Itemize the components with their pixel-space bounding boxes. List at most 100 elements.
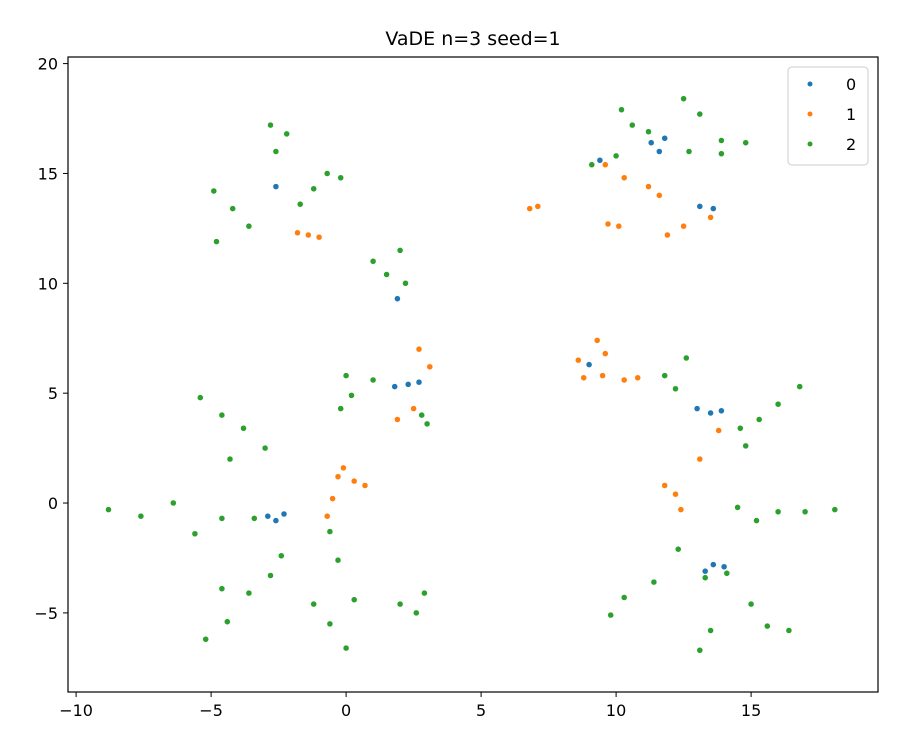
point-cluster-2-70 (672, 385, 679, 393)
x-tick-label: 15 (741, 701, 761, 720)
point-cluster-1-7 (329, 495, 336, 502)
point-cluster-2-46 (421, 589, 428, 597)
point-cluster-2-17 (348, 392, 355, 399)
point-cluster-1-25 (593, 337, 601, 344)
point-cluster-1-4 (350, 477, 358, 485)
y-tick-label: 20 (38, 55, 58, 74)
point-cluster-2-41 (350, 596, 358, 603)
point-cluster-0-12 (656, 148, 663, 155)
point-cluster-2-2 (245, 222, 253, 230)
x-axis: −10 −5 0 5 10 15 (59, 692, 761, 720)
point-cluster-2-71 (618, 106, 625, 113)
point-cluster-2-69 (683, 354, 690, 362)
point-cluster-1-22 (680, 222, 687, 230)
point-cluster-2-60 (801, 508, 809, 516)
point-cluster-1-6 (361, 482, 369, 489)
point-cluster-1-8 (323, 512, 331, 520)
point-cluster-1-0 (294, 229, 301, 237)
legend-marker-2 (807, 141, 813, 147)
point-cluster-2-74 (612, 152, 620, 160)
point-cluster-2-6 (272, 148, 280, 155)
point-cluster-0-1 (264, 512, 272, 520)
point-cluster-2-78 (718, 137, 725, 144)
legend-marker-0 (807, 81, 813, 87)
point-cluster-2-25 (226, 455, 234, 463)
point-cluster-1-3 (334, 473, 342, 480)
point-cluster-2-40 (342, 644, 350, 652)
point-cluster-2-57 (785, 627, 793, 634)
point-cluster-2-53 (701, 574, 709, 581)
point-cluster-2-39 (326, 620, 334, 628)
point-cluster-2-15 (342, 372, 350, 379)
point-cluster-2-67 (742, 442, 749, 450)
point-cluster-2-56 (764, 622, 771, 630)
point-cluster-1-9 (415, 345, 423, 353)
point-cluster-2-34 (245, 589, 253, 597)
point-cluster-0-16 (707, 409, 714, 417)
point-cluster-2-58 (753, 517, 760, 524)
point-cluster-2-12 (396, 247, 404, 254)
point-cluster-1-26 (602, 350, 609, 357)
point-cluster-2-13 (402, 280, 409, 287)
point-cluster-2-65 (774, 400, 782, 408)
point-cluster-2-75 (588, 161, 596, 168)
point-cluster-2-68 (661, 372, 668, 379)
point-cluster-2-24 (261, 444, 269, 452)
point-cluster-2-21 (197, 394, 204, 401)
point-cluster-1-28 (599, 372, 606, 379)
legend-label-1: 1 (846, 105, 856, 124)
legend-label-0: 0 (846, 75, 856, 94)
legend-frame (787, 66, 869, 166)
point-cluster-2-7 (310, 185, 317, 193)
point-cluster-0-10 (647, 139, 655, 146)
point-cluster-1-5 (340, 464, 347, 472)
legend-marker-1 (807, 111, 813, 117)
point-cluster-1-29 (620, 376, 628, 384)
point-cluster-2-42 (334, 556, 342, 564)
point-cluster-1-2 (315, 233, 323, 241)
point-cluster-1-18 (656, 192, 663, 199)
point-cluster-0-17 (718, 407, 725, 415)
point-cluster-2-66 (796, 383, 803, 390)
point-cluster-2-38 (310, 600, 317, 608)
point-cluster-1-27 (580, 374, 587, 382)
x-tick-label: 10 (606, 701, 626, 720)
point-cluster-2-51 (696, 647, 704, 654)
y-tick-label: 0 (48, 494, 58, 513)
point-cluster-1-13 (534, 203, 542, 210)
point-cluster-2-62 (734, 504, 741, 511)
point-cluster-2-43 (326, 528, 334, 535)
point-cluster-1-11 (410, 405, 417, 412)
point-cluster-2-33 (224, 618, 231, 625)
point-cluster-2-76 (680, 95, 687, 102)
y-tick-label: 10 (38, 274, 58, 293)
point-cluster-1-24 (575, 356, 582, 364)
point-cluster-2-55 (747, 600, 755, 608)
point-cluster-2-72 (629, 121, 636, 129)
point-cluster-2-31 (251, 515, 258, 522)
point-cluster-1-15 (602, 161, 609, 168)
point-cluster-1-21 (664, 231, 671, 239)
point-cluster-2-14 (383, 271, 390, 278)
point-cluster-0-9 (596, 157, 604, 164)
point-cluster-2-44 (396, 600, 404, 608)
plot-area (68, 57, 878, 692)
point-cluster-2-19 (423, 420, 431, 428)
point-cluster-2-45 (413, 609, 420, 617)
point-cluster-0-15 (693, 405, 701, 412)
point-cluster-1-32 (672, 490, 679, 498)
point-cluster-2-54 (723, 570, 731, 577)
point-cluster-2-49 (650, 578, 658, 586)
x-tick-label: 0 (341, 701, 351, 720)
point-cluster-2-11 (369, 258, 377, 265)
point-cluster-1-19 (615, 222, 623, 230)
point-cluster-1-17 (645, 183, 652, 190)
y-tick-label: 15 (38, 164, 58, 183)
point-cluster-2-64 (755, 416, 763, 423)
point-cluster-0-6 (415, 378, 423, 386)
point-cluster-1-12 (394, 416, 401, 423)
point-cluster-2-81 (718, 150, 725, 157)
plot-frame (67, 56, 879, 693)
point-cluster-2-59 (774, 508, 782, 516)
point-cluster-0-18 (701, 567, 709, 575)
